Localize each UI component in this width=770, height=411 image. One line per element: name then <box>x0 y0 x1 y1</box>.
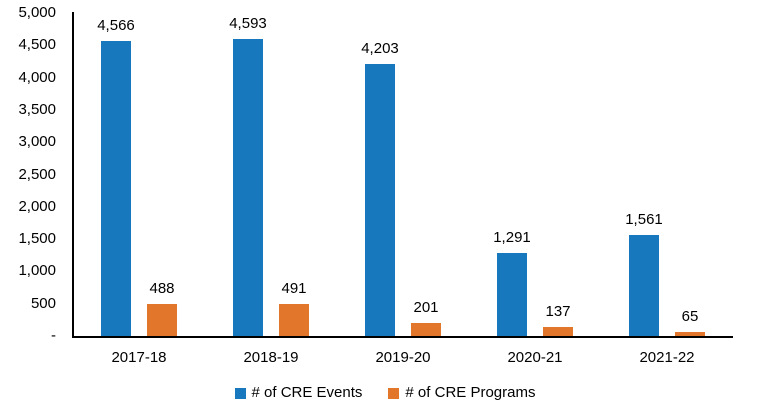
legend-label: # of CRE Programs <box>405 384 536 401</box>
y-axis-tick-label: 2,000 <box>18 197 56 215</box>
value-label-programs-2020-21: 137 <box>545 303 571 320</box>
value-label-programs-2018-19: 491 <box>281 280 307 297</box>
legend: # of CRE Events # of CRE Programs <box>0 384 770 402</box>
value-label-events-2021-22: 1,561 <box>625 211 663 228</box>
x-axis-label-2020-21: 2020-21 <box>507 349 563 366</box>
bar-events-2017-18 <box>101 41 131 336</box>
y-axis-tick-label: 1,000 <box>18 262 56 280</box>
y-axis-tick-label: 2,500 <box>18 165 56 183</box>
y-axis-tick-label: 5,000 <box>18 4 56 21</box>
bar-events-2018-19 <box>233 39 263 336</box>
x-axis-label-2018-19: 2018-19 <box>243 349 299 366</box>
bar-programs-2019-20 <box>411 323 441 336</box>
y-axis-tick-label: 500 <box>30 294 56 312</box>
x-axis-label-2019-20: 2019-20 <box>375 349 431 366</box>
value-label-programs-2017-18: 488 <box>149 280 175 297</box>
value-label-programs-2019-20: 201 <box>413 299 439 316</box>
y-axis-tick-label: 4,500 <box>18 36 56 54</box>
y-axis-tick-label: 4,000 <box>18 68 56 86</box>
value-label-events-2020-21: 1,291 <box>493 229 531 246</box>
bar-programs-2021-22 <box>675 332 705 336</box>
legend-swatch-icon <box>388 387 400 399</box>
value-label-events-2019-20: 4,203 <box>361 40 399 57</box>
y-axis-tick-label: 1,500 <box>18 230 56 248</box>
x-axis-label-2021-22: 2021-22 <box>639 349 695 366</box>
y-axis-tick-label: 3,500 <box>18 100 56 118</box>
bar-events-2020-21 <box>497 253 527 336</box>
value-label-events-2017-18: 4,566 <box>97 17 135 34</box>
legend-swatch-icon <box>234 387 246 399</box>
bar-programs-2017-18 <box>147 304 177 336</box>
value-label-programs-2021-22: 65 <box>681 308 699 325</box>
legend-item-events: # of CRE Events <box>234 384 363 402</box>
y-axis-tick-label: - <box>51 327 56 344</box>
legend-label: # of CRE Events <box>251 384 363 401</box>
value-label-events-2018-19: 4,593 <box>229 15 267 32</box>
y-axis-line <box>72 12 74 338</box>
bar-events-2021-22 <box>629 235 659 336</box>
x-axis-label-2017-18: 2017-18 <box>111 349 167 366</box>
bar-programs-2020-21 <box>543 327 573 336</box>
bar-programs-2018-19 <box>279 304 309 336</box>
bar-events-2019-20 <box>365 64 395 336</box>
x-axis-line <box>72 336 733 338</box>
y-axis-tick-label: 3,000 <box>18 133 56 151</box>
legend-item-programs: # of CRE Programs <box>388 384 535 402</box>
